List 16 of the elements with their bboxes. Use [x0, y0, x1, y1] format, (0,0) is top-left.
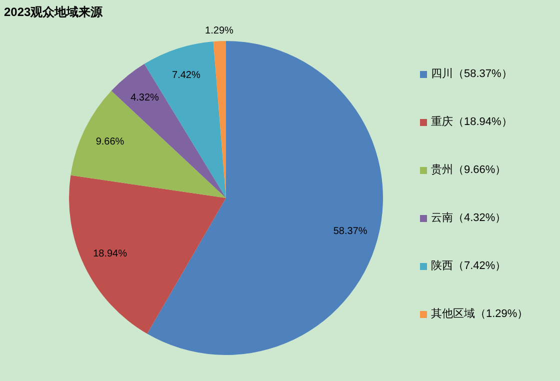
legend-label: 重庆（18.94%）	[431, 116, 512, 128]
legend-label: 贵州（9.66%）	[431, 164, 506, 176]
pie-slice	[70, 90, 226, 198]
legend-label: 云南（4.32%）	[431, 212, 506, 224]
legend-label: 其他区域（1.29%）	[431, 308, 528, 320]
chart-title: 2023观众地域来源	[4, 4, 103, 21]
legend-label: 陕西（7.42%）	[431, 260, 506, 272]
data-label: 9.66%	[96, 136, 124, 148]
data-label: 1.29%	[205, 26, 234, 37]
data-label: 7.42%	[172, 70, 200, 82]
pie-slice	[213, 41, 226, 198]
legend-label: 四川（58.37%）	[431, 68, 512, 80]
data-label: 18.94%	[93, 248, 128, 260]
pie-slice	[69, 175, 226, 334]
data-label: 58.37%	[333, 226, 368, 237]
data-label: 4.32%	[130, 92, 160, 104]
